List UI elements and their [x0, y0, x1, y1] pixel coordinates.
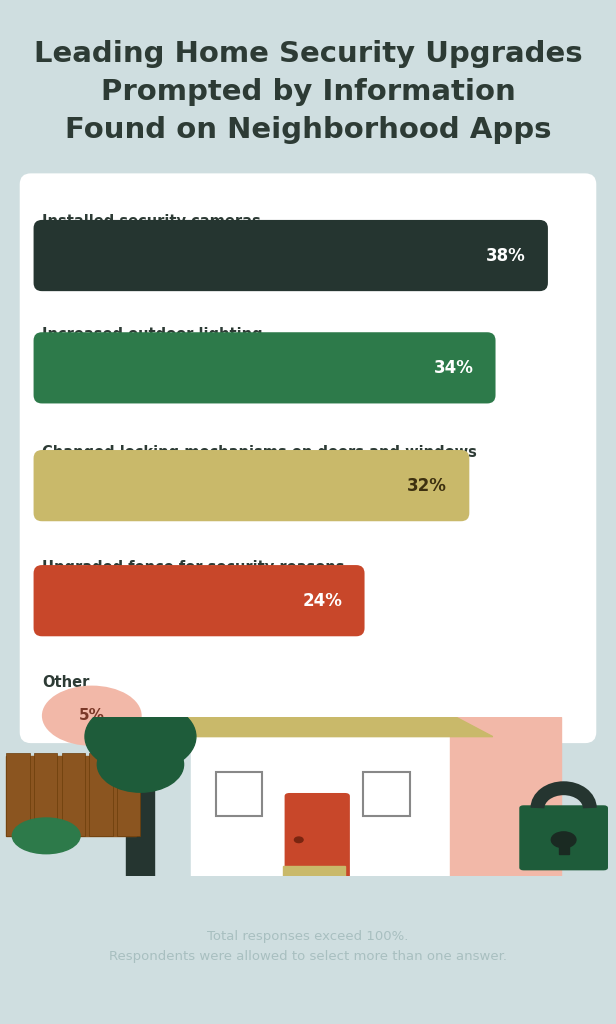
Bar — [126, 717, 154, 876]
Text: 34%: 34% — [434, 358, 473, 377]
Bar — [117, 753, 140, 836]
Text: 5%: 5% — [79, 709, 105, 723]
FancyBboxPatch shape — [34, 565, 365, 636]
Ellipse shape — [12, 818, 80, 854]
Text: 24%: 24% — [302, 592, 342, 609]
FancyBboxPatch shape — [20, 173, 596, 743]
FancyBboxPatch shape — [34, 450, 469, 521]
Bar — [6, 753, 30, 836]
FancyBboxPatch shape — [34, 332, 495, 403]
Text: Total responses exceed 100%.
Respondents were allowed to select more than one an: Total responses exceed 100%. Respondents… — [109, 930, 507, 964]
FancyBboxPatch shape — [285, 793, 350, 879]
Text: Increased outdoor lighting: Increased outdoor lighting — [42, 327, 262, 342]
Bar — [34, 753, 57, 836]
Text: Changed locking mechanisms on doors and windows: Changed locking mechanisms on doors and … — [42, 444, 477, 460]
Ellipse shape — [42, 686, 142, 745]
Bar — [450, 717, 561, 876]
Text: 32%: 32% — [407, 476, 447, 495]
Polygon shape — [148, 645, 493, 736]
Bar — [89, 753, 113, 836]
Bar — [62, 753, 85, 836]
Circle shape — [85, 700, 196, 772]
Bar — [559, 837, 569, 854]
Bar — [283, 865, 345, 880]
Text: 38%: 38% — [486, 247, 525, 264]
Text: Leading Home Security Upgrades
Prompted by Information
Found on Neighborhood App: Leading Home Security Upgrades Prompted … — [34, 40, 582, 144]
Bar — [6, 757, 136, 836]
FancyBboxPatch shape — [519, 805, 608, 870]
Circle shape — [551, 831, 576, 848]
Text: Installed security cameras: Installed security cameras — [42, 214, 261, 229]
Ellipse shape — [97, 736, 184, 793]
FancyBboxPatch shape — [34, 220, 548, 291]
Text: Other: Other — [42, 675, 89, 689]
Circle shape — [294, 837, 303, 843]
Bar — [216, 772, 262, 816]
Bar — [363, 772, 410, 816]
Text: Upgraded fence for security reasons: Upgraded fence for security reasons — [42, 559, 344, 574]
Bar — [191, 717, 450, 876]
